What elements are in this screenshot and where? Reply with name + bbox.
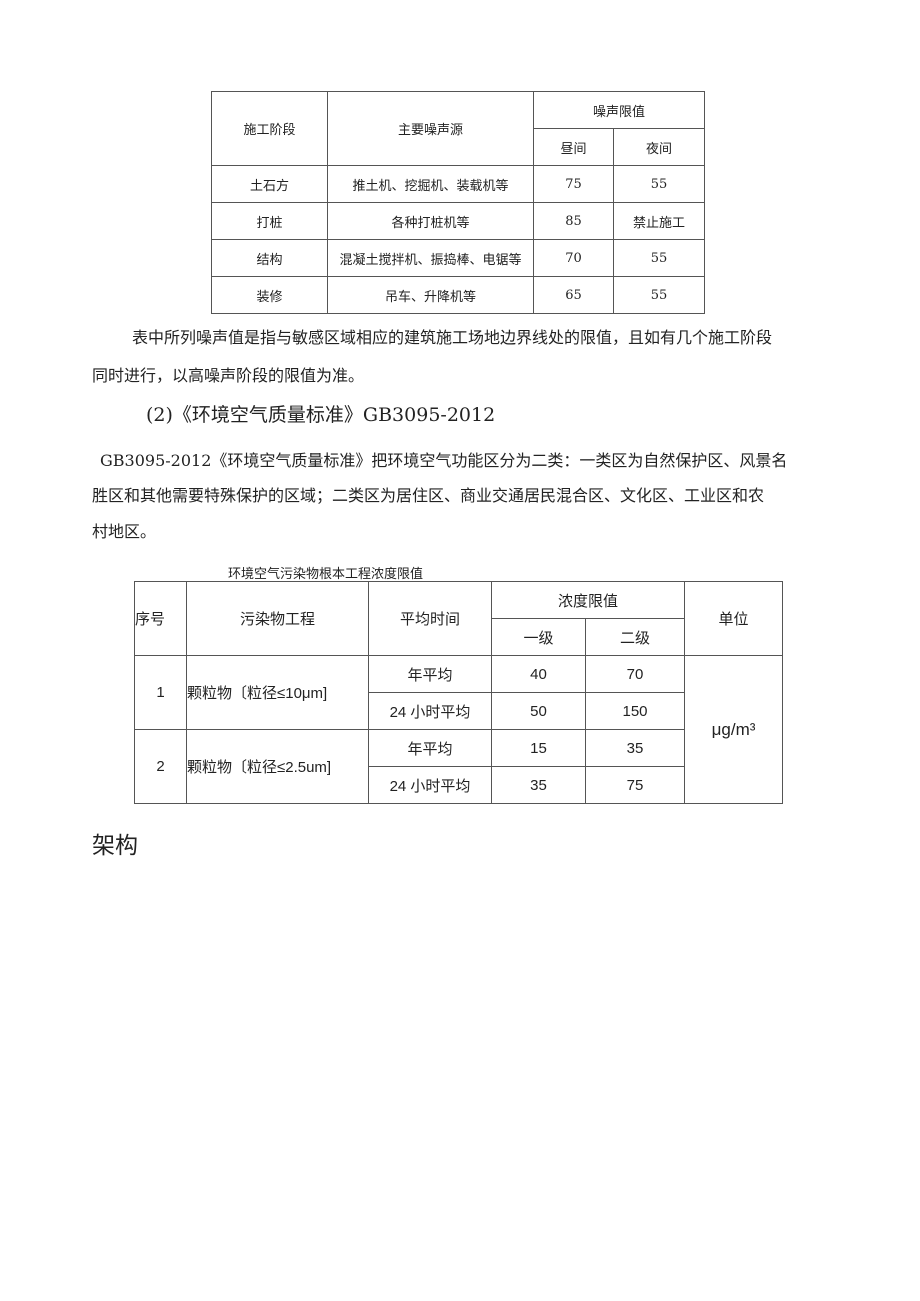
note-line-1: 表中所列噪声值是指与敏感区域相应的建筑施工场地边界线处的限值，且如有几个施工阶段 (132, 328, 773, 347)
cell-source: 各种打桩机等 (327, 202, 534, 240)
section-heading: (2)《环境空气质量标准》GB3095-2012 (146, 404, 496, 426)
header-limit: 浓度限值 (490, 581, 686, 619)
table-row: 打桩 各种打桩机等 85 禁止施工 (211, 202, 706, 240)
cell-grade1: 35 (491, 766, 586, 804)
cell-night: 55 (612, 276, 706, 314)
para-line-3: 村地区。 (92, 522, 157, 541)
cell-grade2: 75 (584, 766, 686, 804)
cell-night: 禁止施工 (612, 202, 706, 240)
cell-grade1: 15 (491, 729, 586, 767)
header-unit: 单位 (684, 581, 784, 656)
para-line-2: 胜区和其他需要特殊保护的区域；二类区为居住区、商业交通居民混合区、文化区、工业区… (92, 486, 765, 505)
para-line-1: GB3095-2012《环境空气质量标准》把环境空气功能区分为二类：一类区为自然… (100, 451, 788, 470)
cell-time: 年平均 (368, 729, 492, 767)
cell-night: 55 (612, 239, 706, 277)
header-grade2: 二级 (584, 618, 686, 656)
header-limit: 噪声限值 (532, 91, 706, 129)
footer-heading: 架构 (92, 833, 138, 859)
table-row: 24 小时平均 50 150 (135, 692, 783, 730)
cell-stage: 打桩 (211, 202, 328, 240)
table-row: 2 颗粒物〔粒径≤2.5um] 年平均 15 35 (134, 729, 783, 804)
cell-grade1: 50 (491, 692, 586, 730)
cell-stage: 结构 (211, 239, 328, 277)
header-grade1: 一级 (491, 618, 586, 656)
header-night: 夜间 (612, 128, 706, 166)
cell-source: 推土机、挖掘机、装载机等 (327, 165, 534, 203)
cell-time: 24 小时平均 (368, 692, 492, 730)
table-row: 装修 吊车、升降机等 65 55 (211, 276, 706, 314)
air-quality-table: 序号 污染物工程 平均时间 浓度限值 单位 一级 二级 1 颗粒物〔粒径≤10μm] 年平均 4… (134, 581, 784, 804)
cell-source: 混凝土搅拌机、振捣棒、电锯等 (327, 239, 534, 277)
table-row: 结构 混凝土搅拌机、振捣棒、电锯等 70 55 (211, 239, 706, 277)
header-no: 序号 (134, 581, 187, 656)
header-stage: 施工阶段 (211, 91, 328, 166)
cell-day: 75 (533, 165, 614, 203)
header-item: 污染物工程 (186, 581, 369, 656)
header-time: 平均时间 (368, 581, 492, 656)
header-day: 昼间 (533, 128, 614, 166)
table-caption: 环境空气污染物根本工程浓度限值 (228, 567, 424, 582)
cell-grade2: 70 (584, 655, 686, 693)
table-row: 土石方 推土机、挖掘机、装载机等 75 55 (211, 165, 706, 203)
header-source: 主要噪声源 (327, 91, 534, 166)
table-row: 24 小时平均 35 75 (135, 766, 783, 804)
cell-no: 2 (134, 729, 187, 804)
cell-time: 年平均 (368, 655, 492, 693)
cell-item: 颗粒物〔粒径≤10μm] (186, 655, 369, 730)
cell-item: 颗粒物〔粒径≤2.5um] (186, 729, 369, 804)
cell-stage: 土石方 (211, 165, 328, 203)
noise-limit-table: 施工阶段 主要噪声源 噪声限值 昼间 夜间 土石方 推土机、挖掘机、装载机等 75 55 打… (211, 91, 706, 314)
cell-night: 55 (612, 165, 706, 203)
cell-day: 65 (533, 276, 614, 314)
cell-time: 24 小时平均 (368, 766, 492, 804)
cell-grade2: 150 (584, 692, 686, 730)
cell-day: 85 (533, 202, 614, 240)
cell-grade2: 35 (584, 729, 686, 767)
cell-no: 1 (134, 655, 187, 730)
cell-source: 吊车、升降机等 (327, 276, 534, 314)
cell-day: 70 (533, 239, 614, 277)
cell-stage: 装修 (211, 276, 328, 314)
cell-unit: μg/m³ (684, 655, 784, 804)
note-line-2: 同时进行，以高噪声阶段的限值为准。 (92, 366, 365, 385)
table-row: 1 颗粒物〔粒径≤10μm] 年平均 40 70 μg/m³ (134, 655, 784, 804)
cell-grade1: 40 (491, 655, 586, 693)
